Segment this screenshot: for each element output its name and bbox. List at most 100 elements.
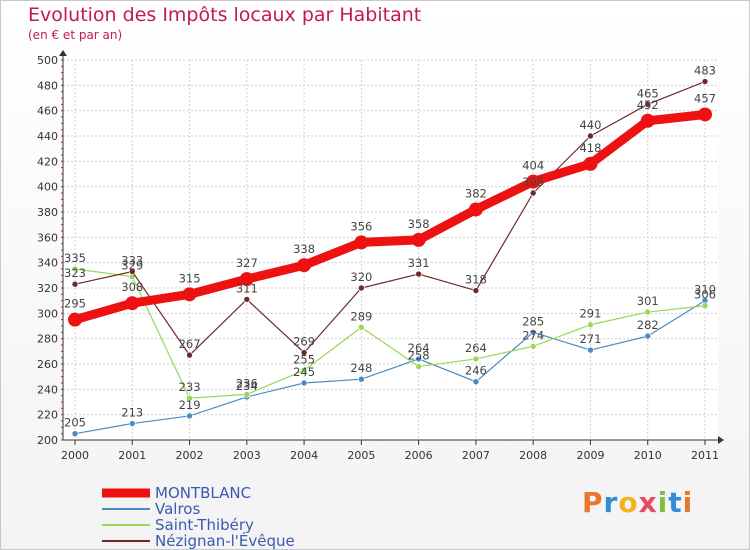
data-point-nezignan-l-eveque	[529, 189, 537, 197]
data-point-valros	[415, 355, 422, 363]
data-label-valros: 234	[236, 379, 258, 393]
data-point-valros	[71, 430, 79, 437]
data-point-nezignan-l-eveque	[415, 270, 422, 278]
x-tick-label: 2005	[347, 449, 375, 462]
logo-letter: i	[682, 486, 694, 519]
data-point-montblanc	[297, 258, 312, 273]
data-point-saint-thibery	[71, 265, 79, 273]
data-point-saint-thibery	[701, 302, 709, 310]
data-label-valros: 285	[522, 314, 544, 328]
data-point-nezignan-l-eveque	[186, 351, 193, 359]
logo-letter: o	[618, 486, 639, 519]
data-point-valros	[587, 346, 594, 354]
data-label-nezignan-l-eveque: 311	[236, 281, 258, 295]
data-label-valros: 213	[121, 406, 143, 420]
logo-letter: r	[603, 486, 619, 519]
legend-swatch	[102, 540, 150, 542]
data-point-montblanc	[239, 272, 254, 287]
data-label-saint-thibery: 264	[465, 341, 487, 355]
y-tick-label: 320	[37, 282, 58, 295]
y-tick-label: 380	[37, 206, 58, 219]
legend-label: Saint-Thibéry	[155, 516, 254, 534]
series-line-montblanc	[70, 109, 710, 325]
data-label-montblanc: 338	[293, 242, 315, 256]
y-tick-label: 420	[37, 155, 58, 168]
data-point-nezignan-l-eveque	[243, 296, 251, 303]
data-point-montblanc	[125, 296, 140, 311]
x-tick-label: 2001	[118, 449, 146, 462]
y-tick-label: 300	[37, 307, 58, 320]
data-label-nezignan-l-eveque: 318	[465, 273, 487, 287]
x-tick-label: 2000	[61, 449, 89, 462]
data-label-nezignan-l-eveque: 395	[522, 175, 544, 189]
legend-label: Valros	[155, 500, 201, 518]
y-tick-label: 400	[37, 181, 58, 194]
data-point-montblanc	[583, 156, 598, 171]
y-tick-label: 200	[37, 434, 58, 447]
data-point-valros	[186, 412, 193, 420]
data-point-saint-thibery	[587, 321, 594, 329]
x-axis-arrow	[718, 436, 724, 444]
data-label-nezignan-l-eveque: 465	[637, 86, 659, 100]
data-point-saint-thibery	[186, 394, 193, 402]
legend-swatch	[102, 508, 150, 510]
data-label-saint-thibery: 274	[522, 328, 544, 342]
logo-letter: t	[668, 486, 683, 519]
x-tick-label: 2009	[576, 449, 604, 462]
data-point-nezignan-l-eveque	[587, 132, 594, 140]
data-label-montblanc: 404	[522, 159, 544, 173]
data-label-valros: 264	[408, 341, 430, 355]
data-label-saint-thibery: 236	[236, 376, 258, 390]
data-point-saint-thibery	[358, 323, 365, 331]
x-tick-label: 2002	[176, 449, 204, 462]
data-label-nezignan-l-eveque: 323	[64, 266, 86, 280]
data-point-nezignan-l-eveque	[128, 268, 136, 275]
data-label-nezignan-l-eveque: 320	[350, 270, 372, 284]
legend-swatch	[102, 488, 150, 498]
chart-title: Evolution des Impôts locaux par Habitant	[28, 4, 422, 26]
data-label-saint-thibery: 306	[694, 288, 716, 302]
data-label-saint-thibery: 291	[579, 307, 601, 321]
data-label-montblanc: 356	[350, 219, 372, 233]
data-label-valros: 310	[694, 283, 716, 297]
data-label-saint-thibery: 329	[121, 259, 143, 273]
legend-label: MONTBLANC	[155, 484, 252, 502]
data-label-valros: 246	[465, 364, 487, 378]
data-point-valros	[529, 329, 537, 336]
data-point-montblanc	[182, 287, 197, 302]
y-tick-label: 460	[37, 105, 58, 118]
y-tick-label: 480	[37, 79, 58, 92]
data-label-montblanc: 327	[236, 256, 258, 270]
data-point-nezignan-l-eveque	[300, 349, 308, 356]
data-point-montblanc	[698, 107, 712, 122]
data-label-saint-thibery: 258	[408, 349, 430, 363]
data-label-nezignan-l-eveque: 440	[579, 118, 601, 132]
data-label-valros: 219	[179, 398, 201, 412]
series-line-saint-thibery	[74, 268, 706, 399]
data-label-saint-thibery: 255	[293, 352, 315, 366]
data-label-montblanc: 452	[637, 98, 659, 112]
data-point-montblanc	[468, 202, 483, 217]
logo-letter: i	[657, 486, 669, 519]
data-label-valros: 245	[293, 365, 315, 379]
data-label-valros: 248	[350, 361, 372, 375]
chart-subtitle: (en € et par an)	[28, 28, 123, 42]
data-point-saint-thibery	[644, 308, 652, 316]
x-tick-label: 2010	[634, 449, 662, 462]
y-tick-label: 500	[37, 54, 58, 67]
data-label-montblanc: 418	[579, 141, 601, 155]
data-point-saint-thibery	[529, 342, 537, 350]
data-label-nezignan-l-eveque: 269	[293, 335, 315, 349]
data-point-montblanc	[640, 113, 655, 128]
data-point-valros	[358, 375, 365, 383]
data-label-valros: 282	[637, 318, 659, 332]
data-point-montblanc	[526, 174, 541, 189]
data-point-saint-thibery	[300, 367, 308, 374]
data-point-saint-thibery	[415, 363, 422, 370]
data-label-valros: 205	[64, 416, 86, 430]
data-point-montblanc	[68, 312, 82, 327]
data-label-saint-thibery: 335	[64, 251, 86, 265]
data-point-saint-thibery	[472, 355, 480, 363]
data-label-montblanc: 358	[408, 217, 430, 231]
logo-letter: P	[582, 486, 604, 519]
